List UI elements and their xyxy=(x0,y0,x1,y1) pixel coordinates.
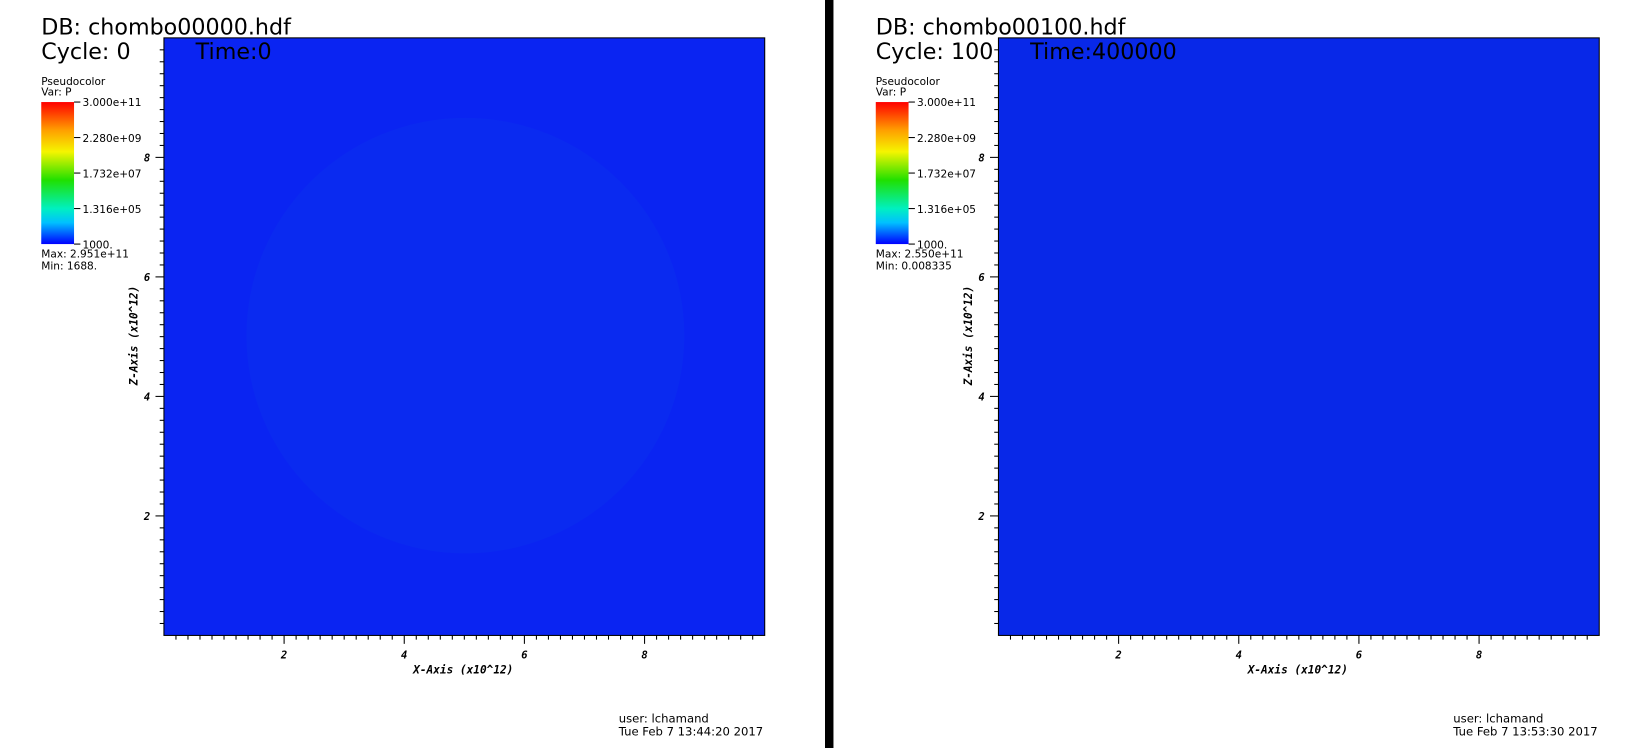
y-tick-label: 4 xyxy=(978,392,984,404)
colorbar-label: 1.316e+05 xyxy=(917,204,976,216)
y-axis-label: Z-Axis (x10^12) xyxy=(962,286,975,387)
time: Time:0 xyxy=(195,39,272,65)
x-tick-label: 2 xyxy=(1114,650,1121,662)
cycle: Cycle: 100 xyxy=(876,39,994,65)
plot-background xyxy=(998,37,1600,636)
x-axis-label: X-Axis (x10^12) xyxy=(412,663,513,676)
y-tick-label: 2 xyxy=(977,511,984,523)
legend-title: Pseudocolor xyxy=(41,76,106,88)
legend-title: Pseudocolor xyxy=(876,76,941,88)
x-tick-label: 6 xyxy=(1356,650,1363,662)
colorbar xyxy=(41,102,75,245)
colorbar xyxy=(875,102,909,245)
legend-min: Min: 1688. xyxy=(41,260,97,272)
x-tick-label: 8 xyxy=(1476,650,1482,662)
database-name: DB: chombo00100.hdf xyxy=(876,15,1127,41)
legend-max: Max: 2.550e+11 xyxy=(876,249,964,261)
separator xyxy=(825,0,834,748)
date: Tue Feb 7 13:44:20 2017 xyxy=(618,724,763,738)
colorbar-label: 2.280e+09 xyxy=(82,133,141,145)
x-tick-label: 4 xyxy=(401,650,407,662)
y-tick-label: 6 xyxy=(978,272,985,284)
database-name: DB: chombo00000.hdf xyxy=(41,15,292,41)
colorbar-label: 1.732e+07 xyxy=(917,168,976,180)
legend-variable: Var: P xyxy=(876,87,906,99)
colorbar-label: 1.732e+07 xyxy=(82,168,141,180)
colorbar-label: 1.316e+05 xyxy=(82,204,141,216)
colorbar-label: 2.280e+09 xyxy=(917,133,976,145)
x-tick-label: 2 xyxy=(280,650,287,662)
pressure-field xyxy=(246,117,685,554)
colorbar-label: 3.000e+11 xyxy=(917,97,976,109)
legend-max: Max: 2.951e+11 xyxy=(41,249,129,261)
time: Time:400000 xyxy=(1029,39,1177,65)
legend-variable: Var: P xyxy=(41,87,71,99)
y-tick-label: 8 xyxy=(144,153,150,165)
y-tick-label: 8 xyxy=(978,153,984,165)
colorbar-label: 3.000e+11 xyxy=(82,97,141,109)
cycle: Cycle: 0 xyxy=(41,39,130,65)
x-tick-label: 6 xyxy=(521,650,528,662)
panel: 2 4 6 8 8 6 4 2 X-Axis (x10^12) Z-Axis (x10^12) DB… xyxy=(246,15,1600,738)
y-tick-label: 4 xyxy=(144,392,150,404)
colorbar-label: 1000. xyxy=(82,239,112,251)
x-tick-label: 8 xyxy=(641,650,647,662)
y-axis-label: Z-Axis (x10^12) xyxy=(127,286,140,387)
user: user: lchamand xyxy=(1453,712,1543,726)
x-tick-label: 4 xyxy=(1236,650,1242,662)
colorbar-label: 1000. xyxy=(917,239,947,251)
y-tick-label: 2 xyxy=(143,511,150,523)
legend-min: Min: 0.008335 xyxy=(876,260,952,272)
date: Tue Feb 7 13:53:30 2017 xyxy=(1452,724,1597,738)
x-axis-label: X-Axis (x10^12) xyxy=(1247,663,1348,676)
y-tick-label: 6 xyxy=(144,272,151,284)
user: user: lchamand xyxy=(619,712,709,726)
